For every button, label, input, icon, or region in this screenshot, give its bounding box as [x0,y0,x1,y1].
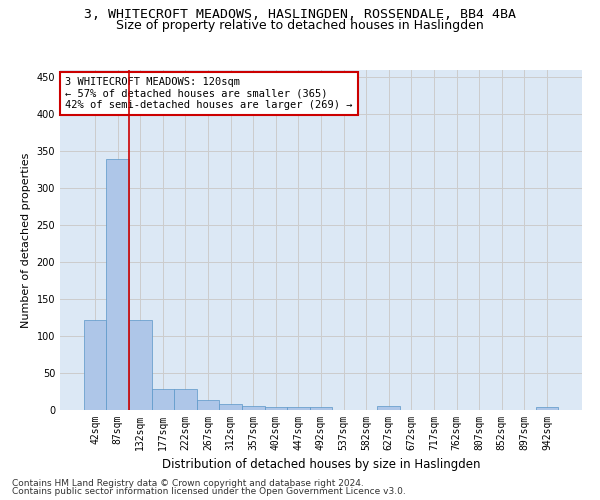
Text: Contains HM Land Registry data © Crown copyright and database right 2024.: Contains HM Land Registry data © Crown c… [12,478,364,488]
Bar [106,158,129,410]
Bar [377,406,400,410]
Bar [174,388,197,410]
X-axis label: Distribution of detached houses by size in Haslingden: Distribution of detached houses by size … [162,458,480,471]
Bar [265,407,287,410]
Bar [310,407,332,410]
Text: Size of property relative to detached houses in Haslingden: Size of property relative to detached ho… [116,19,484,32]
Bar [220,404,242,410]
Bar [536,407,558,410]
Bar [242,406,265,410]
Text: 3, WHITECROFT MEADOWS, HASLINGDEN, ROSSENDALE, BB4 4BA: 3, WHITECROFT MEADOWS, HASLINGDEN, ROSSE… [84,8,516,20]
Bar [84,320,106,410]
Bar [197,400,220,410]
Text: 3 WHITECROFT MEADOWS: 120sqm
← 57% of detached houses are smaller (365)
42% of s: 3 WHITECROFT MEADOWS: 120sqm ← 57% of de… [65,77,353,110]
Bar [152,388,174,410]
Text: Contains public sector information licensed under the Open Government Licence v3: Contains public sector information licen… [12,487,406,496]
Bar [129,320,152,410]
Y-axis label: Number of detached properties: Number of detached properties [21,152,31,328]
Bar [287,407,310,410]
